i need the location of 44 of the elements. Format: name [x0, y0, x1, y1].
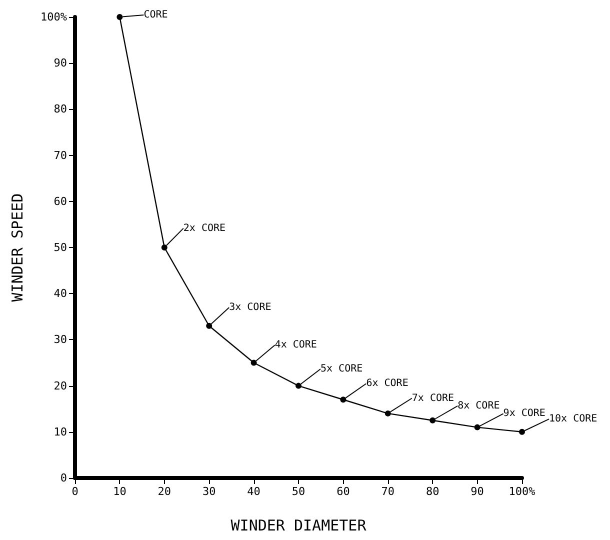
point: [250, 360, 257, 366]
x-tick-label: 90: [470, 485, 484, 498]
x-tick-label: 80: [426, 485, 440, 498]
y-tick-label: 30: [54, 333, 67, 346]
annotation: CORE: [144, 10, 168, 20]
point: [430, 417, 436, 424]
y-tick-label: 100%: [40, 10, 68, 24]
annotation: 8x CORE: [458, 400, 500, 412]
point: [296, 382, 302, 389]
y-axis-title: WINDER SPEED: [8, 193, 26, 302]
annotation: 2x CORE: [183, 222, 226, 234]
point: [206, 322, 212, 329]
point: [384, 410, 391, 416]
annotation: 4x CORE: [274, 340, 317, 351]
point: [474, 424, 480, 430]
annotation: 5x CORE: [320, 364, 363, 374]
y-tick-label: 80: [54, 102, 67, 116]
x-tick-label: 70: [381, 485, 395, 498]
point: [340, 396, 346, 403]
x-tick-label: 0: [72, 485, 78, 498]
y-tick-label: 90: [54, 56, 67, 70]
y-tick-label: 20: [54, 379, 67, 392]
x-tick-label: 60: [336, 485, 350, 498]
x-tick-label: 20: [158, 485, 172, 498]
x-tick-label: 100%: [508, 485, 536, 498]
x-axis-title: WINDER DIAMETER: [230, 516, 368, 534]
point: [116, 14, 123, 20]
annotation: 7x CORE: [412, 392, 454, 404]
y-tick-label: 50: [54, 241, 67, 254]
x-tick-label: 10: [113, 485, 126, 498]
x-tick-label: 30: [202, 485, 216, 498]
point: [161, 244, 168, 250]
y-tick-label: 70: [54, 148, 67, 162]
annotation: 10x CORE: [549, 414, 598, 425]
x-tick-label: 50: [292, 485, 306, 498]
y-tick-label: 10: [54, 425, 67, 438]
annotation: 6x CORE: [366, 378, 408, 390]
annotation: 9x CORE: [503, 408, 546, 420]
x-tick-label: 40: [247, 485, 260, 498]
y-tick-label: 40: [54, 287, 67, 300]
y-tick-label: 0: [60, 472, 67, 484]
annotation: 3x CORE: [229, 302, 272, 313]
point: [519, 428, 525, 435]
y-tick-label: 60: [54, 194, 67, 208]
